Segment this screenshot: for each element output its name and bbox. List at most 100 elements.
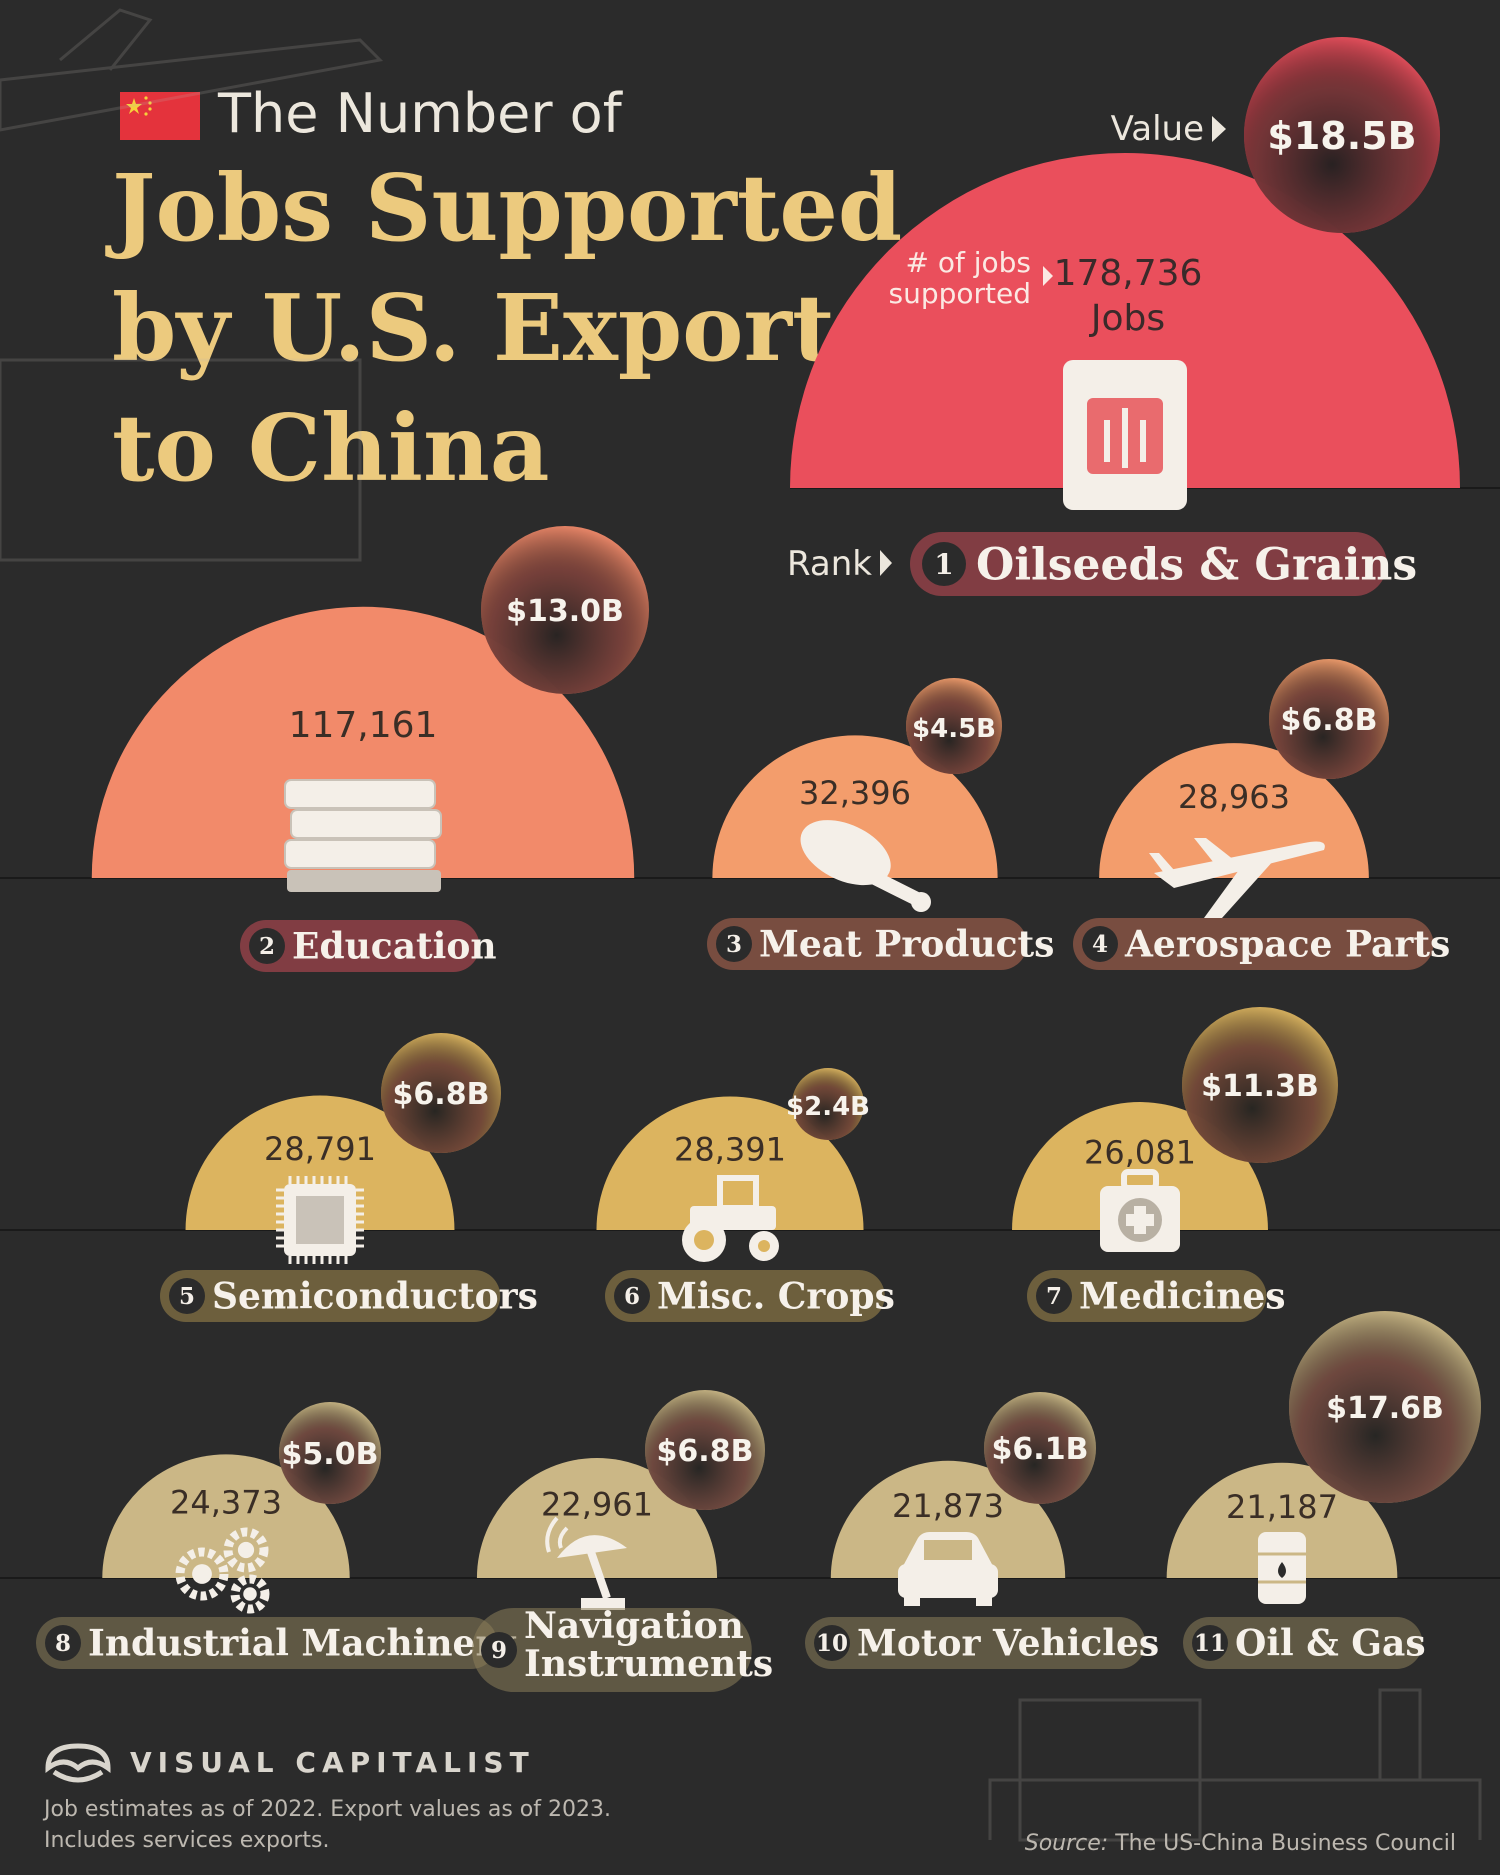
- rank-number: 5: [179, 1283, 195, 1310]
- wheel-hub: [694, 1230, 714, 1250]
- rank-pill: [36, 1617, 498, 1669]
- dish-mast: [587, 1550, 611, 1600]
- value-bubble-shade: [645, 1390, 765, 1510]
- rank-number: 1: [934, 548, 953, 581]
- drumstick-meat: [800, 820, 891, 886]
- footnote: Job estimates as of 2022. Export values …: [44, 1794, 644, 1856]
- value-bubble-shade: [792, 1068, 864, 1140]
- jobs-label: 28,391: [674, 1131, 786, 1169]
- wheel-hub: [758, 1240, 770, 1252]
- value-bubble-shade: [1289, 1311, 1481, 1503]
- car-body: [898, 1564, 998, 1598]
- gear-hub: [192, 1564, 212, 1584]
- rank-number: 11: [1194, 1630, 1226, 1657]
- jobs-label: 28,791: [264, 1130, 376, 1168]
- chip-core: [296, 1196, 344, 1244]
- legend-value-arrow-icon: [1212, 116, 1226, 142]
- jobs-label: 117,161: [289, 705, 438, 746]
- value-bubble-shade: [481, 526, 649, 694]
- rank-pill: [160, 1270, 501, 1322]
- jobs-label: 178,736: [1054, 253, 1203, 294]
- rank-number: 3: [726, 931, 742, 958]
- legend-rank-label: Rank: [787, 544, 872, 584]
- rank-badge: [922, 542, 966, 586]
- value-bubble-shade: [279, 1402, 381, 1504]
- jobs-label: 28,963: [1178, 778, 1290, 816]
- car-window: [924, 1540, 972, 1560]
- grain-sack-icon: [1063, 360, 1187, 510]
- legend-jobs-label: # of jobs: [905, 246, 1031, 279]
- chart-item: $6.8B 28,791 5 Semiconductors: [160, 1033, 538, 1322]
- category-label: Semiconductors: [212, 1276, 538, 1318]
- rank-pill: [805, 1617, 1146, 1669]
- title-line: by U.S. Exports: [112, 274, 887, 382]
- gear: [223, 1527, 269, 1573]
- jobs-label: 21,873: [892, 1487, 1004, 1525]
- gear: [230, 1574, 270, 1614]
- rank-badge: [249, 928, 285, 964]
- legend-value-label: Value: [1111, 109, 1204, 149]
- plane-wing: [1204, 860, 1274, 918]
- legend-jobs-label: supported: [888, 277, 1031, 310]
- book: [284, 779, 436, 809]
- rank-pill: [240, 920, 480, 972]
- jobs-label: 24,373: [170, 1484, 282, 1522]
- bone-end: [911, 892, 931, 912]
- footnote-line: Job estimates as of 2022. Export values …: [44, 1797, 611, 1822]
- title-kicker: The Number of: [218, 82, 622, 145]
- gear: [175, 1547, 229, 1601]
- rank-badge: [716, 926, 752, 962]
- jobs-semicircle: [91, 606, 635, 878]
- jobs-label: 32,396: [799, 774, 911, 812]
- book: [284, 839, 436, 869]
- category-label: Motor Vehicles: [857, 1623, 1159, 1665]
- rank-number: 9: [491, 1637, 507, 1664]
- rank-badge: [1036, 1278, 1072, 1314]
- grain-stalks: [1104, 408, 1146, 468]
- value-label: $13.0B: [506, 594, 624, 629]
- car-wheel: [976, 1594, 992, 1606]
- value-label: $6.8B: [1281, 703, 1378, 738]
- drumstick-bone: [868, 871, 922, 905]
- brand-logo: VISUAL CAPITALIST: [42, 1738, 535, 1786]
- source-text: The US-China Business Council: [1115, 1831, 1456, 1856]
- jobs-label: 26,081: [1084, 1133, 1196, 1171]
- jobs-unit-label: Jobs: [1089, 298, 1165, 339]
- footnote-line: Includes services exports.: [44, 1828, 330, 1853]
- medkit-cross: [1126, 1206, 1154, 1234]
- title-line: Jobs Supported: [112, 154, 903, 262]
- dish: [557, 1535, 627, 1558]
- rank-pill: [1183, 1617, 1423, 1669]
- signal-waves: [545, 1516, 569, 1553]
- rank-badge: [614, 1278, 650, 1314]
- dish-base: [581, 1598, 625, 1610]
- rank-badge: [814, 1625, 850, 1661]
- source-credit: Source: The US-China Business Council: [1025, 1831, 1456, 1856]
- value-bubble-shade: [381, 1033, 501, 1153]
- jobs-label: 21,187: [1226, 1488, 1338, 1526]
- rank-badge: [1082, 926, 1118, 962]
- value-label: $17.6B: [1326, 1391, 1444, 1426]
- value-label: $6.8B: [393, 1077, 490, 1112]
- rank-pill: [472, 1608, 752, 1692]
- category-label: Medicines: [1079, 1276, 1286, 1318]
- jobs-label: 22,961: [541, 1486, 653, 1524]
- value-bubble-shade: [1244, 37, 1440, 233]
- books-icon: [284, 779, 442, 892]
- medkit-icon: [1100, 1169, 1180, 1252]
- page-title: Jobs Supported by U.S. Exports to China: [112, 148, 903, 508]
- rank-badge: [45, 1625, 81, 1661]
- title-line: to China: [112, 394, 550, 502]
- jobs-semicircle: [102, 1454, 350, 1578]
- value-bubble-shade: [1182, 1007, 1338, 1163]
- chart-item: $17.6B 21,187 11 Oil & Gas: [1166, 1311, 1481, 1669]
- category-label: Meat Products: [759, 924, 1054, 966]
- visual-capitalist-logo-icon: [45, 1743, 111, 1783]
- rank-pill: [605, 1270, 885, 1322]
- value-label: $5.0B: [282, 1437, 379, 1472]
- value-bubble-shade: [906, 678, 1002, 774]
- plane-body: [1154, 841, 1325, 888]
